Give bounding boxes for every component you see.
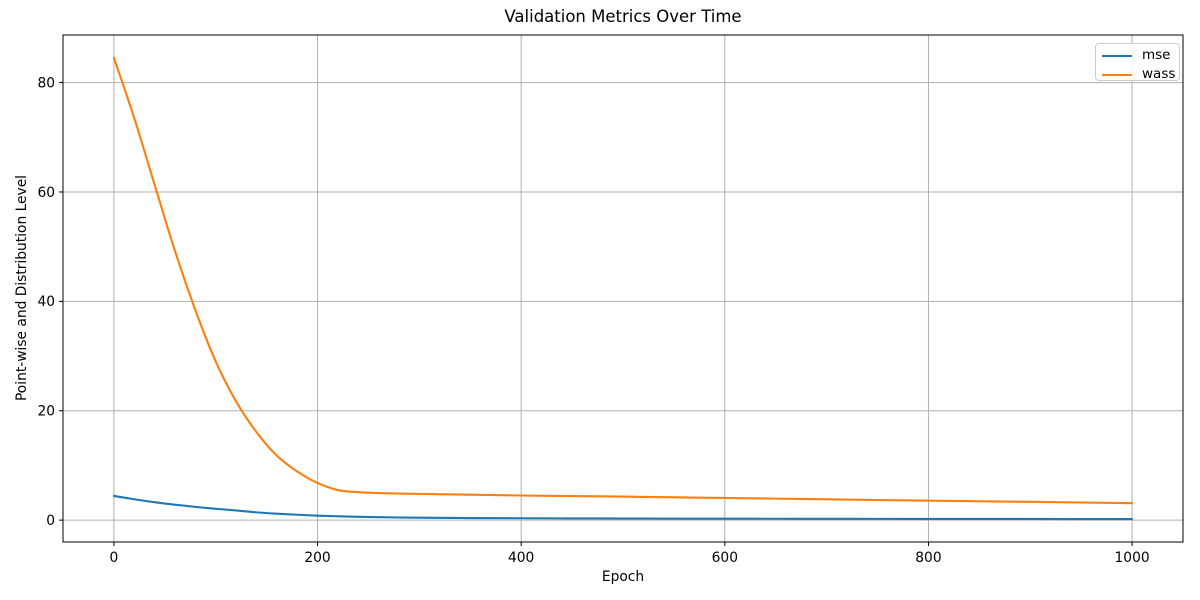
legend-label-wass: wass xyxy=(1142,66,1176,82)
y-tick-label: 60 xyxy=(37,185,55,201)
tick-layer: 0 200 400 600 800 1000 0 20 40 60 80 xyxy=(37,75,1149,566)
x-tick-label: 400 xyxy=(508,550,534,566)
legend-item-wass: wass xyxy=(1096,65,1179,84)
series-line-mse xyxy=(112,494,1134,521)
legend-line-swatch-wass xyxy=(1102,73,1132,76)
x-tick-label: 800 xyxy=(915,550,941,566)
x-tick-label: 0 xyxy=(110,550,119,566)
y-tick-label: 40 xyxy=(37,294,55,310)
x-axis-label: Epoch xyxy=(602,569,644,585)
y-tick-label: 80 xyxy=(37,75,55,91)
series-line-wass xyxy=(112,56,1134,505)
y-axis-label: Point-wise and Distribution Level xyxy=(14,175,30,401)
legend-item-mse: mse xyxy=(1096,46,1179,65)
series-layer xyxy=(112,56,1134,521)
y-tick-label: 20 xyxy=(37,404,55,420)
chart-title: Validation Metrics Over Time xyxy=(504,7,741,26)
x-tick-label: 600 xyxy=(712,550,738,566)
x-tick-label: 200 xyxy=(304,550,330,566)
y-tick-label: 0 xyxy=(46,513,55,529)
legend-line-swatch-mse xyxy=(1102,54,1132,57)
grid-layer xyxy=(63,35,1183,542)
plot-border xyxy=(62,34,1184,543)
x-tick-label: 1000 xyxy=(1115,550,1150,566)
legend: mse wass xyxy=(1095,43,1180,84)
legend-label-mse: mse xyxy=(1142,47,1171,63)
